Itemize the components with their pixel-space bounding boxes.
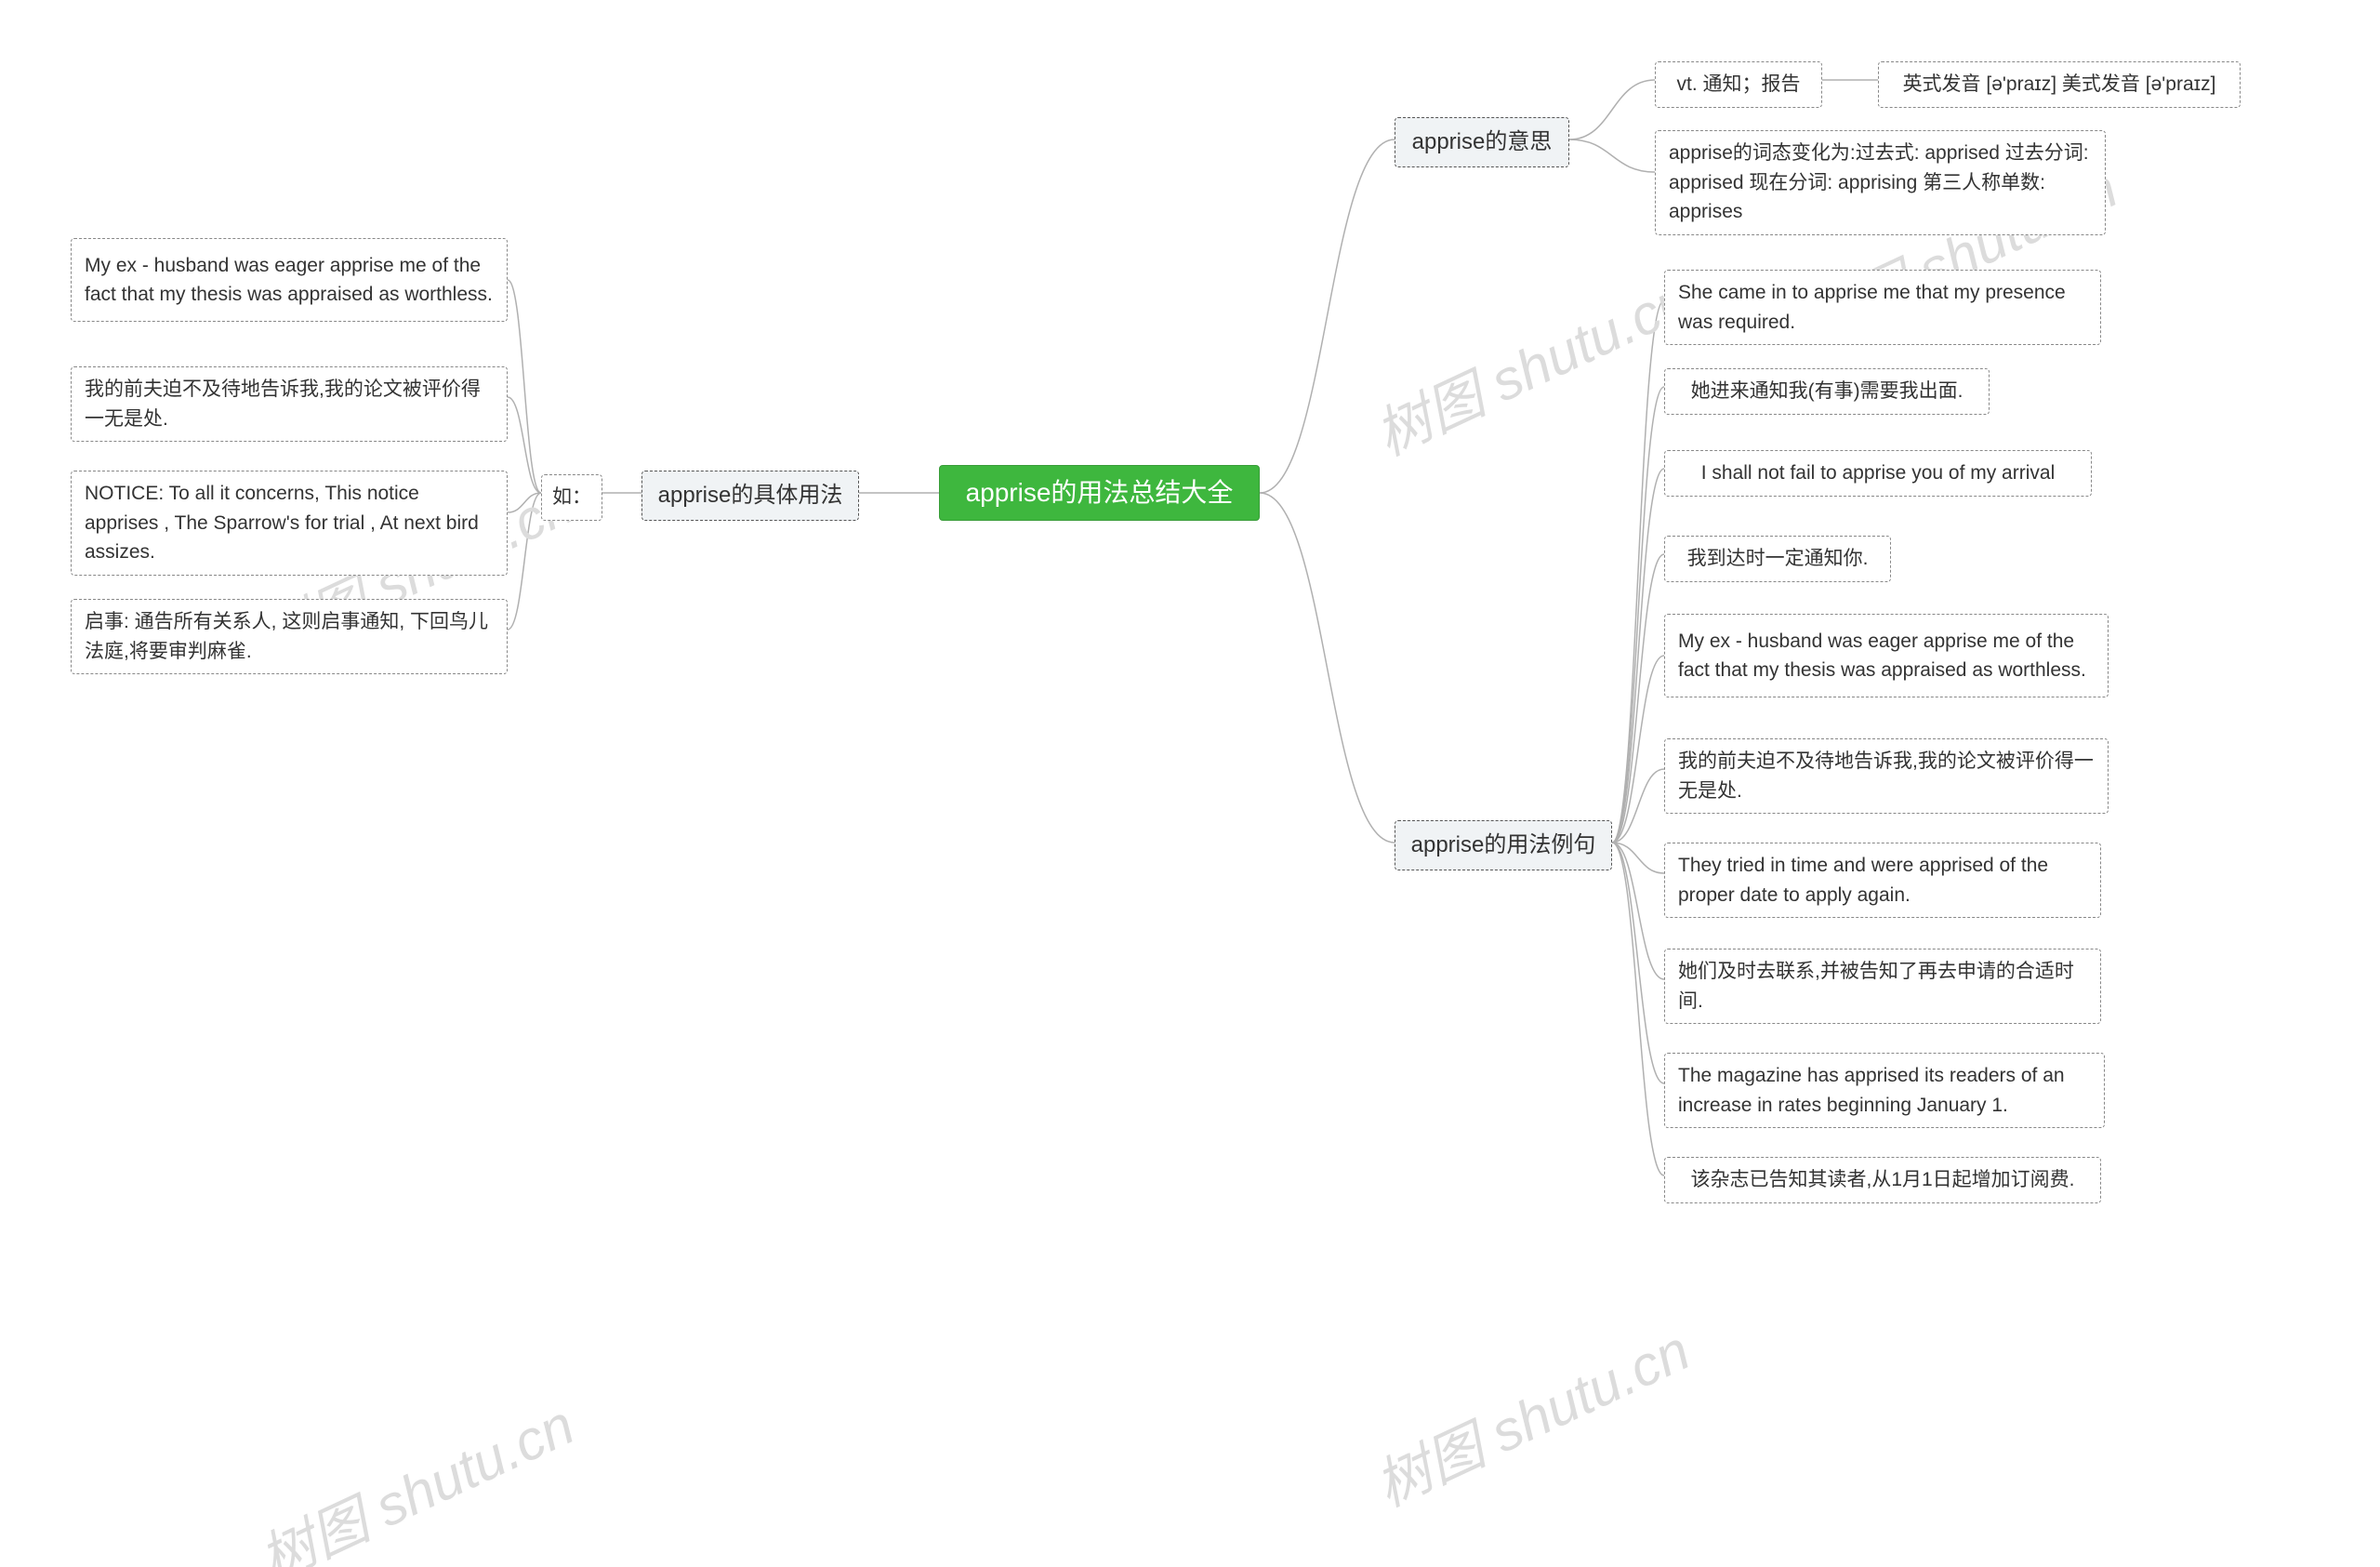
watermark: 树图 shutu.cn [245, 1381, 585, 1567]
leaf-u1-label: 如： [552, 483, 591, 512]
leaf-m1: vt. 通知；报告 [1655, 61, 1822, 108]
root-node-label: apprise的用法总结大全 [966, 473, 1234, 512]
leaf-u1b-label: 我的前夫迫不及待地告诉我,我的论文被评价得一无是处. [85, 375, 494, 433]
leaf-e8-label: 她们及时去联系,并被告知了再去申请的合适时间. [1678, 957, 2087, 1016]
leaf-u1: 如： [541, 474, 602, 521]
leaf-e5: My ex - husband was eager apprise me of … [1664, 614, 2109, 697]
leaf-m1a-label: 英式发音 [ə'praɪz] 美式发音 [ə'praɪz] [1903, 70, 2216, 100]
leaf-m2: apprise的词态变化为:过去式: apprised 过去分词: appris… [1655, 130, 2106, 235]
branch-usage: apprise的具体用法 [641, 471, 859, 521]
branch-meaning: apprise的意思 [1395, 117, 1569, 167]
watermark: 树图 shutu.cn [1360, 1307, 1700, 1522]
leaf-e4-label: 我到达时一定通知你. [1687, 544, 1869, 574]
leaf-e3: I shall not fail to apprise you of my ar… [1664, 450, 2092, 497]
leaf-u1c-label: NOTICE: To all it concerns, This notice … [85, 479, 494, 567]
leaf-e9: The magazine has apprised its readers of… [1664, 1053, 2105, 1128]
leaf-e8: 她们及时去联系,并被告知了再去申请的合适时间. [1664, 949, 2101, 1024]
leaf-e10-label: 该杂志已告知其读者,从1月1日起增加订阅费. [1690, 1165, 2074, 1195]
leaf-e4: 我到达时一定通知你. [1664, 536, 1891, 582]
leaf-u1b: 我的前夫迫不及待地告诉我,我的论文被评价得一无是处. [71, 366, 508, 442]
leaf-m2-label: apprise的词态变化为:过去式: apprised 过去分词: appris… [1669, 139, 2092, 227]
leaf-e10: 该杂志已告知其读者,从1月1日起增加订阅费. [1664, 1157, 2101, 1203]
leaf-e6-label: 我的前夫迫不及待地告诉我,我的论文被评价得一无是处. [1678, 747, 2095, 805]
leaf-u1a: My ex - husband was eager apprise me of … [71, 238, 508, 322]
leaf-e7-label: They tried in time and were apprised of … [1678, 851, 2087, 910]
leaf-m1-label: vt. 通知；报告 [1676, 70, 1800, 100]
leaf-e2: 她进来通知我(有事)需要我出面. [1664, 368, 1990, 415]
branch-examples: apprise的用法例句 [1395, 820, 1612, 870]
leaf-u1d-label: 启事: 通告所有关系人, 这则启事通知, 下回鸟儿法庭,将要审判麻雀. [85, 607, 494, 666]
leaf-m1a: 英式发音 [ə'praɪz] 美式发音 [ə'praɪz] [1878, 61, 2241, 108]
leaf-e6: 我的前夫迫不及待地告诉我,我的论文被评价得一无是处. [1664, 738, 2109, 814]
branch-meaning-label: apprise的意思 [1412, 126, 1553, 159]
leaf-e5-label: My ex - husband was eager apprise me of … [1678, 627, 2095, 685]
leaf-e2-label: 她进来通知我(有事)需要我出面. [1691, 377, 1964, 406]
branch-examples-label: apprise的用法例句 [1411, 829, 1596, 862]
leaf-e7: They tried in time and were apprised of … [1664, 843, 2101, 918]
leaf-u1a-label: My ex - husband was eager apprise me of … [85, 251, 494, 310]
leaf-u1c: NOTICE: To all it concerns, This notice … [71, 471, 508, 576]
branch-usage-label: apprise的具体用法 [658, 479, 843, 512]
watermark: 树图 shutu.cn [1360, 256, 1700, 471]
leaf-e3-label: I shall not fail to apprise you of my ar… [1701, 458, 2056, 488]
leaf-u1d: 启事: 通告所有关系人, 这则启事通知, 下回鸟儿法庭,将要审判麻雀. [71, 599, 508, 674]
leaf-e9-label: The magazine has apprised its readers of… [1678, 1061, 2091, 1120]
root-node: apprise的用法总结大全 [939, 465, 1260, 521]
leaf-e1-label: She came in to apprise me that my presen… [1678, 278, 2087, 337]
leaf-e1: She came in to apprise me that my presen… [1664, 270, 2101, 345]
